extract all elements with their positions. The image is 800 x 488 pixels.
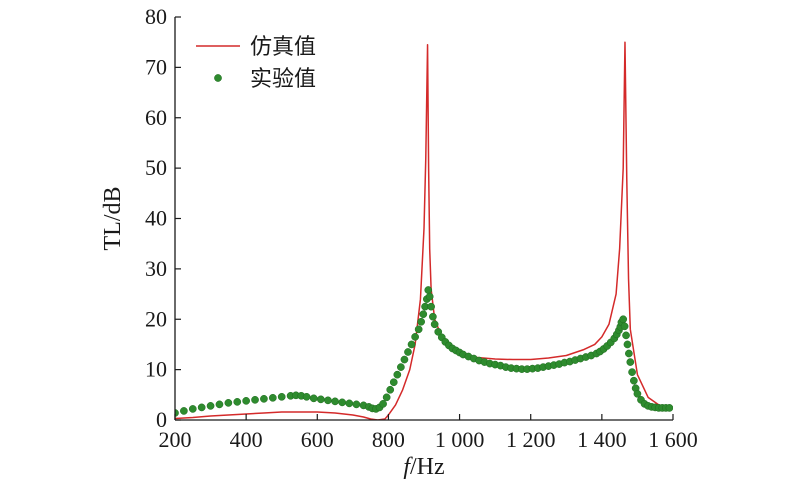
x-tick-label: 1 600 [648, 427, 698, 452]
series-layer [175, 41, 673, 420]
data-point [324, 396, 332, 405]
y-tick-label: 50 [145, 155, 167, 180]
data-point [251, 396, 259, 404]
data-point [620, 322, 629, 331]
data-point [429, 312, 437, 321]
data-point [404, 348, 412, 356]
data-point [215, 400, 224, 409]
data-point [382, 393, 391, 402]
y-tick-label: 0 [156, 407, 167, 432]
data-point [424, 286, 433, 294]
data-point [260, 394, 268, 403]
data-point [393, 370, 402, 379]
data-point [224, 399, 233, 407]
data-point [400, 355, 409, 364]
data-point [430, 320, 439, 329]
data-point [427, 302, 435, 311]
data-point [619, 315, 628, 324]
data-point [630, 376, 638, 385]
y-tick-label: 80 [145, 4, 167, 29]
data-point [628, 368, 636, 376]
x-tick-label: 800 [372, 427, 405, 452]
data-point [316, 395, 325, 404]
data-point [419, 310, 428, 319]
data-point [623, 340, 632, 349]
data-point [188, 405, 197, 413]
data-point [389, 378, 398, 387]
legend-label: 仿真值 [250, 35, 316, 60]
data-point [434, 327, 443, 336]
x-axis-label-variable: f [403, 454, 413, 480]
x-tick-label: 600 [301, 427, 334, 452]
data-point [633, 389, 642, 398]
x-tick-label: 1 000 [435, 427, 485, 452]
data-point [425, 292, 434, 301]
y-tick-label: 60 [145, 105, 167, 130]
data-point [414, 325, 423, 334]
data-point [206, 402, 215, 410]
data-point [242, 397, 250, 405]
data-point [277, 392, 286, 401]
data-point [268, 393, 277, 402]
data-point [379, 400, 387, 408]
data-point [197, 403, 206, 412]
x-tick-label: 200 [159, 427, 192, 452]
data-point [665, 404, 673, 412]
data-point [233, 398, 242, 406]
data-point [625, 349, 633, 358]
legend-dot-swatch [214, 74, 222, 82]
series-line-simulation [175, 41, 670, 420]
labels-layer: 0 10 20 30 40 50 60 70 80 200 400 600 800 1 000 1 200 1… [100, 4, 698, 480]
data-point [302, 392, 311, 401]
y-tick-label: 70 [145, 54, 167, 79]
data-point [622, 331, 630, 340]
series-points-experiment [175, 286, 673, 417]
y-tick-label: 30 [145, 256, 167, 281]
data-point [345, 399, 354, 408]
y-axis-label: TL/dB [100, 187, 126, 251]
x-tick-label: 1 400 [577, 427, 627, 452]
x-tick-label: 400 [230, 427, 263, 452]
data-point [386, 385, 395, 394]
x-axis-label-unit: /Hz [410, 454, 445, 480]
data-point [407, 340, 416, 349]
data-point [352, 400, 361, 409]
data-point [417, 317, 425, 326]
legend-label: 实验值 [250, 67, 316, 92]
y-tick-label: 20 [145, 306, 167, 331]
data-point [397, 363, 405, 371]
y-tick-label: 40 [145, 206, 167, 231]
data-point [331, 397, 339, 406]
data-point [175, 409, 179, 417]
y-tick-label: 10 [145, 357, 167, 382]
data-point [180, 407, 188, 415]
axes-layer [174, 16, 674, 421]
data-point [338, 398, 347, 407]
x-tick-label: 1 200 [506, 427, 556, 452]
data-point [626, 358, 635, 366]
x-axis-label: f/Hz [403, 454, 444, 480]
data-point [309, 394, 318, 403]
data-point [411, 333, 419, 341]
